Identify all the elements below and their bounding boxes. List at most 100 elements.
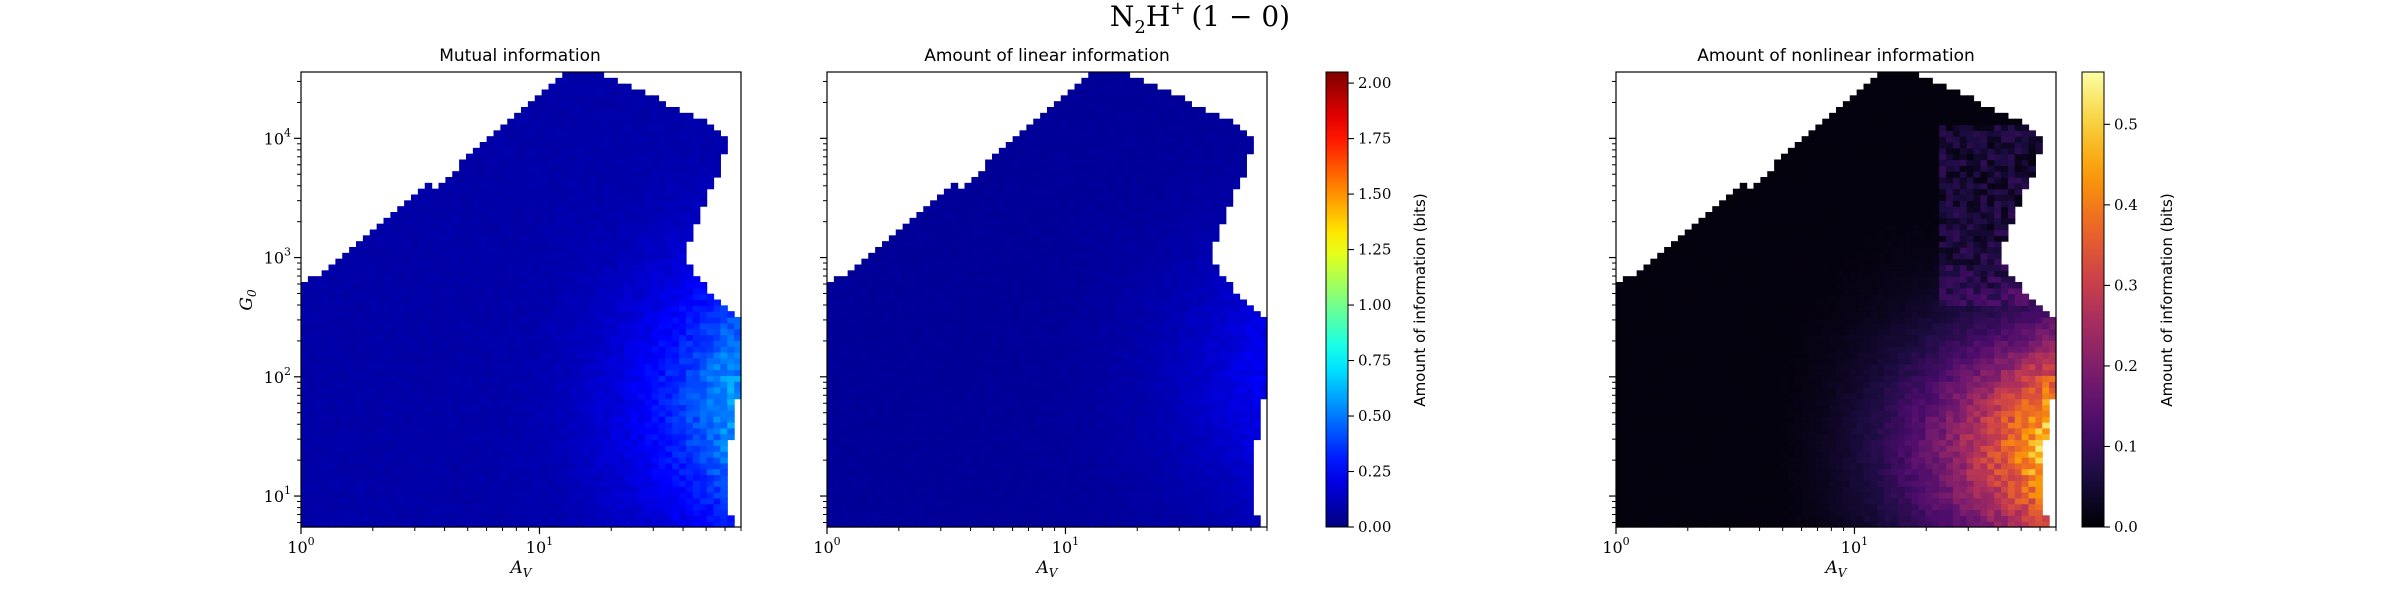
heatmap-cell	[582, 89, 591, 96]
heatmap-cell	[943, 468, 952, 476]
heatmap-cell	[431, 492, 440, 499]
heatmap-cell	[397, 241, 405, 248]
heatmap-cell	[452, 177, 460, 184]
heatmap-cell	[589, 241, 598, 248]
heatmap-cell	[479, 235, 488, 242]
heatmap-cell	[686, 492, 694, 499]
heatmap-cell	[827, 439, 835, 446]
heatmap-cell	[541, 457, 550, 464]
heatmap-cell	[472, 247, 481, 254]
heatmap-cell	[356, 357, 364, 365]
axes-frame	[300, 71, 742, 528]
heatmap-cell	[589, 357, 598, 365]
heatmap-cell	[672, 445, 680, 452]
heatmap-cell	[479, 363, 488, 371]
heatmap-cell	[383, 223, 391, 231]
heatmap-cell	[383, 515, 391, 522]
heatmap-cell	[923, 317, 931, 324]
heatmap-cell	[404, 515, 412, 522]
heatmap-cell	[507, 124, 515, 131]
heatmap-cell	[404, 497, 412, 505]
heatmap-cell	[335, 497, 343, 505]
heatmap-cell	[383, 398, 391, 406]
heatmap-cell	[342, 503, 350, 511]
heatmap-cell	[479, 398, 488, 406]
heatmap-cell	[610, 130, 618, 137]
heatmap-cell	[534, 188, 543, 196]
heatmap-cell	[321, 474, 330, 481]
heatmap-cell	[854, 340, 862, 347]
heatmap-cell	[548, 404, 556, 411]
heatmap-cell	[617, 317, 625, 324]
heatmap-cell	[321, 287, 330, 295]
heatmap-cell	[527, 375, 536, 382]
heatmap-cell	[390, 217, 398, 225]
heatmap-cell	[706, 509, 715, 516]
heatmap-cell	[895, 317, 904, 324]
heatmap-cell	[699, 317, 708, 324]
heatmap-cell	[916, 311, 924, 318]
heatmap-cell	[596, 77, 605, 85]
heatmap-cell	[847, 317, 856, 324]
heatmap-cell	[840, 299, 849, 306]
heatmap-cell	[644, 299, 653, 306]
heatmap-cell	[582, 247, 591, 254]
heatmap-cell	[349, 299, 357, 306]
heatmap-cell	[562, 264, 570, 271]
heatmap-cell	[411, 264, 419, 271]
heatmap-cell	[827, 445, 835, 452]
heatmap-cell	[847, 305, 856, 312]
heatmap-cell	[569, 252, 577, 260]
heatmap-cell	[576, 258, 584, 266]
heatmap-cell	[466, 398, 474, 406]
heatmap-cell	[562, 398, 570, 406]
heatmap-cell	[861, 439, 869, 446]
heatmap-cell	[452, 387, 460, 394]
heatmap-cell	[882, 241, 890, 248]
heatmap-cell	[548, 95, 556, 102]
heatmap-cell	[833, 416, 842, 423]
heatmap-cell	[445, 439, 453, 446]
heatmap-cell	[335, 375, 343, 382]
heatmap-cell	[827, 515, 835, 522]
heatmap-cell	[527, 247, 536, 254]
heatmap-cell	[610, 235, 618, 242]
heatmap-cell	[631, 322, 639, 330]
heatmap-cell	[362, 427, 371, 435]
heatmap-cell	[527, 241, 536, 248]
heatmap-cell	[861, 264, 869, 271]
heatmap-cell	[307, 480, 316, 487]
heatmap-cell	[576, 95, 584, 102]
heatmap-cell	[548, 346, 556, 353]
heatmap-cell	[452, 521, 460, 528]
heatmap-cell	[569, 497, 577, 505]
heatmap-cell	[686, 457, 694, 464]
heatmap-cell	[349, 381, 357, 388]
heatmap-cell	[493, 212, 501, 219]
heatmap-cell	[390, 387, 398, 394]
heatmap-cell	[307, 357, 316, 365]
heatmap-cell	[328, 334, 336, 341]
heatmap-cell	[500, 381, 508, 388]
heatmap-cell	[624, 206, 632, 213]
heatmap-cell	[342, 322, 350, 330]
heatmap-cell	[534, 398, 543, 406]
heatmap-cell	[445, 270, 453, 277]
heatmap-cell	[534, 299, 543, 306]
heatmap-cell	[603, 416, 611, 423]
heatmap-cell	[390, 445, 398, 452]
heatmap-cell	[610, 282, 618, 289]
heatmap-cell	[909, 375, 917, 382]
heatmap-cell	[514, 124, 522, 131]
heatmap-cell	[909, 503, 917, 511]
heatmap-cell	[847, 334, 856, 341]
heatmap-cell	[699, 153, 708, 161]
heatmap-cell	[882, 293, 890, 301]
heatmap-cell	[507, 334, 515, 341]
heatmap-cell	[937, 206, 945, 213]
heatmap-cell	[923, 486, 931, 493]
heatmap-cell	[548, 177, 556, 184]
heatmap-cell	[438, 311, 446, 318]
heatmap-cell	[486, 235, 495, 242]
heatmap-cell	[658, 194, 666, 201]
